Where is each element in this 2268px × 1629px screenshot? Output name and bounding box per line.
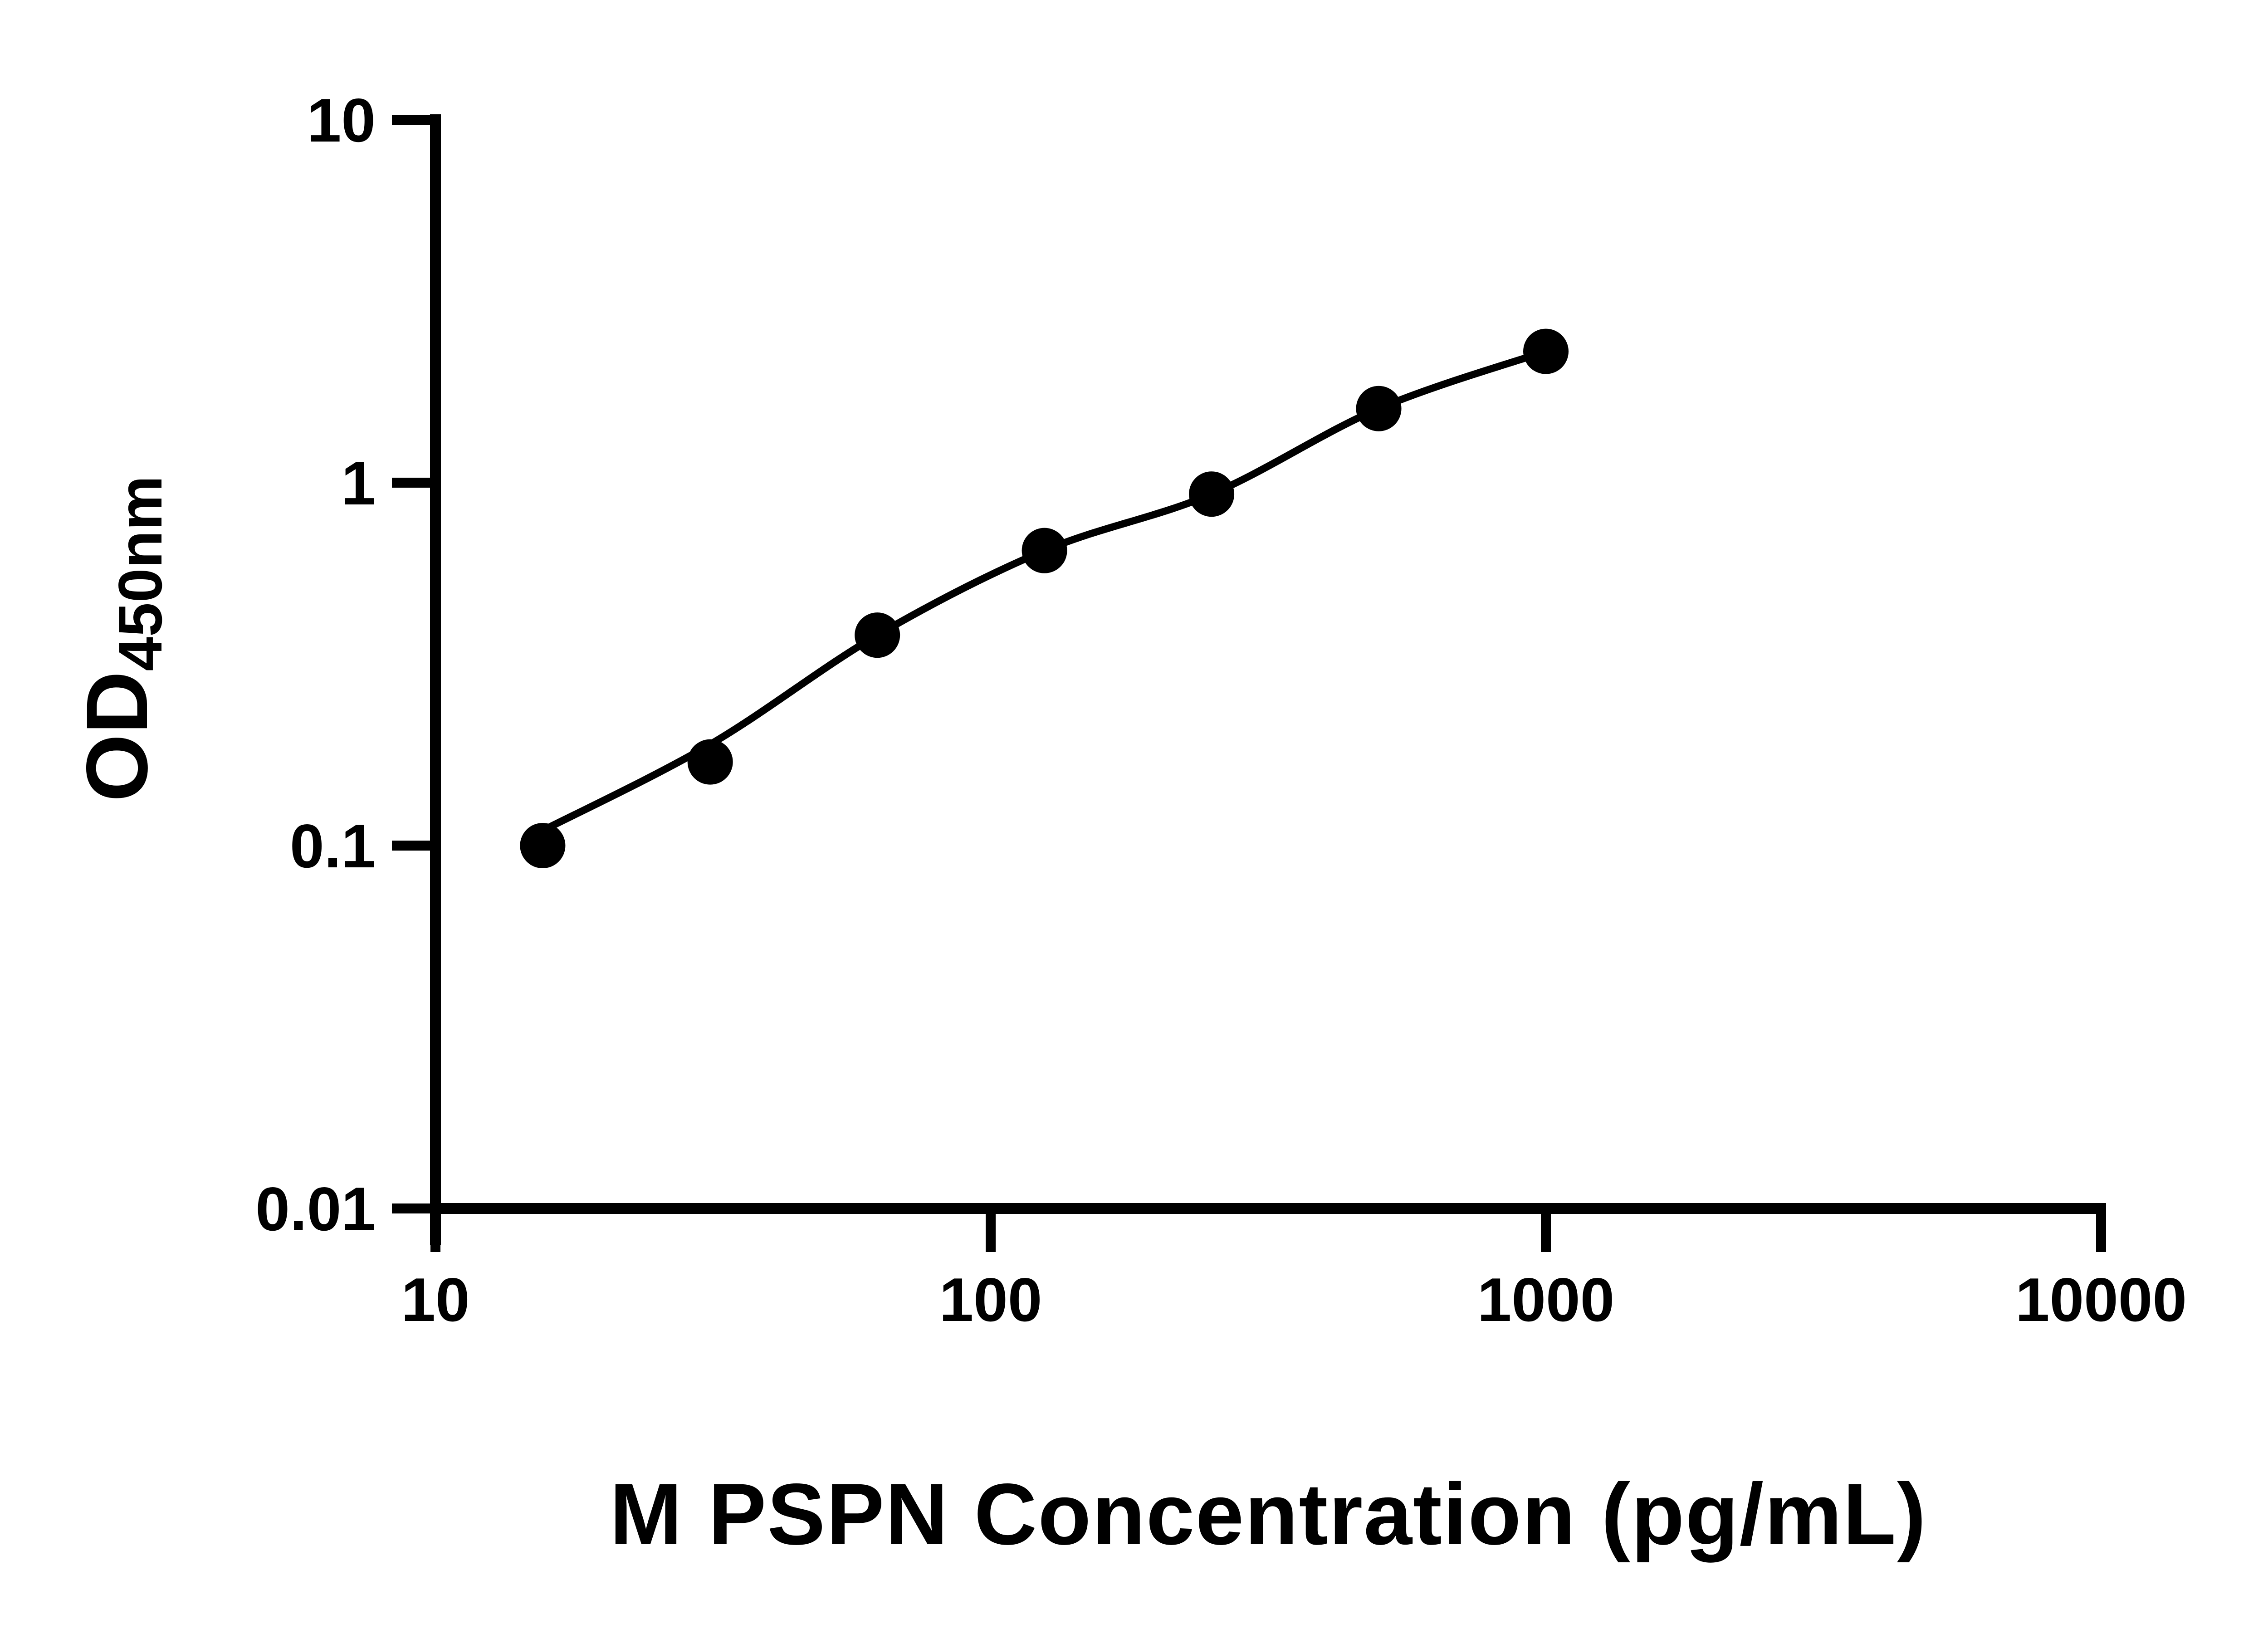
x-tick-label: 10000 xyxy=(2015,1265,2187,1334)
data-point xyxy=(855,612,900,658)
y-axis-title: OD450nm xyxy=(69,476,178,802)
data-point xyxy=(1189,471,1235,517)
y-axis-title-subscript: 450nm xyxy=(107,475,176,671)
y-tick-label: 10 xyxy=(307,86,376,155)
data-point xyxy=(1022,528,1067,573)
y-axis-title-main: OD xyxy=(71,671,167,802)
x-tick-label: 1000 xyxy=(1477,1265,1615,1334)
data-point xyxy=(1356,386,1402,431)
x-axis-title: M PSPN Concentration (pg/mL) xyxy=(610,1468,1927,1564)
data-point xyxy=(520,823,566,868)
y-tick-label: 0.01 xyxy=(255,1174,376,1243)
data-point xyxy=(1523,328,1569,374)
data-point xyxy=(687,739,733,785)
x-tick-label: 100 xyxy=(939,1265,1042,1334)
y-tick-label: 1 xyxy=(341,449,376,518)
y-tick-label: 0.1 xyxy=(290,812,376,881)
x-tick-label: 10 xyxy=(401,1265,469,1334)
